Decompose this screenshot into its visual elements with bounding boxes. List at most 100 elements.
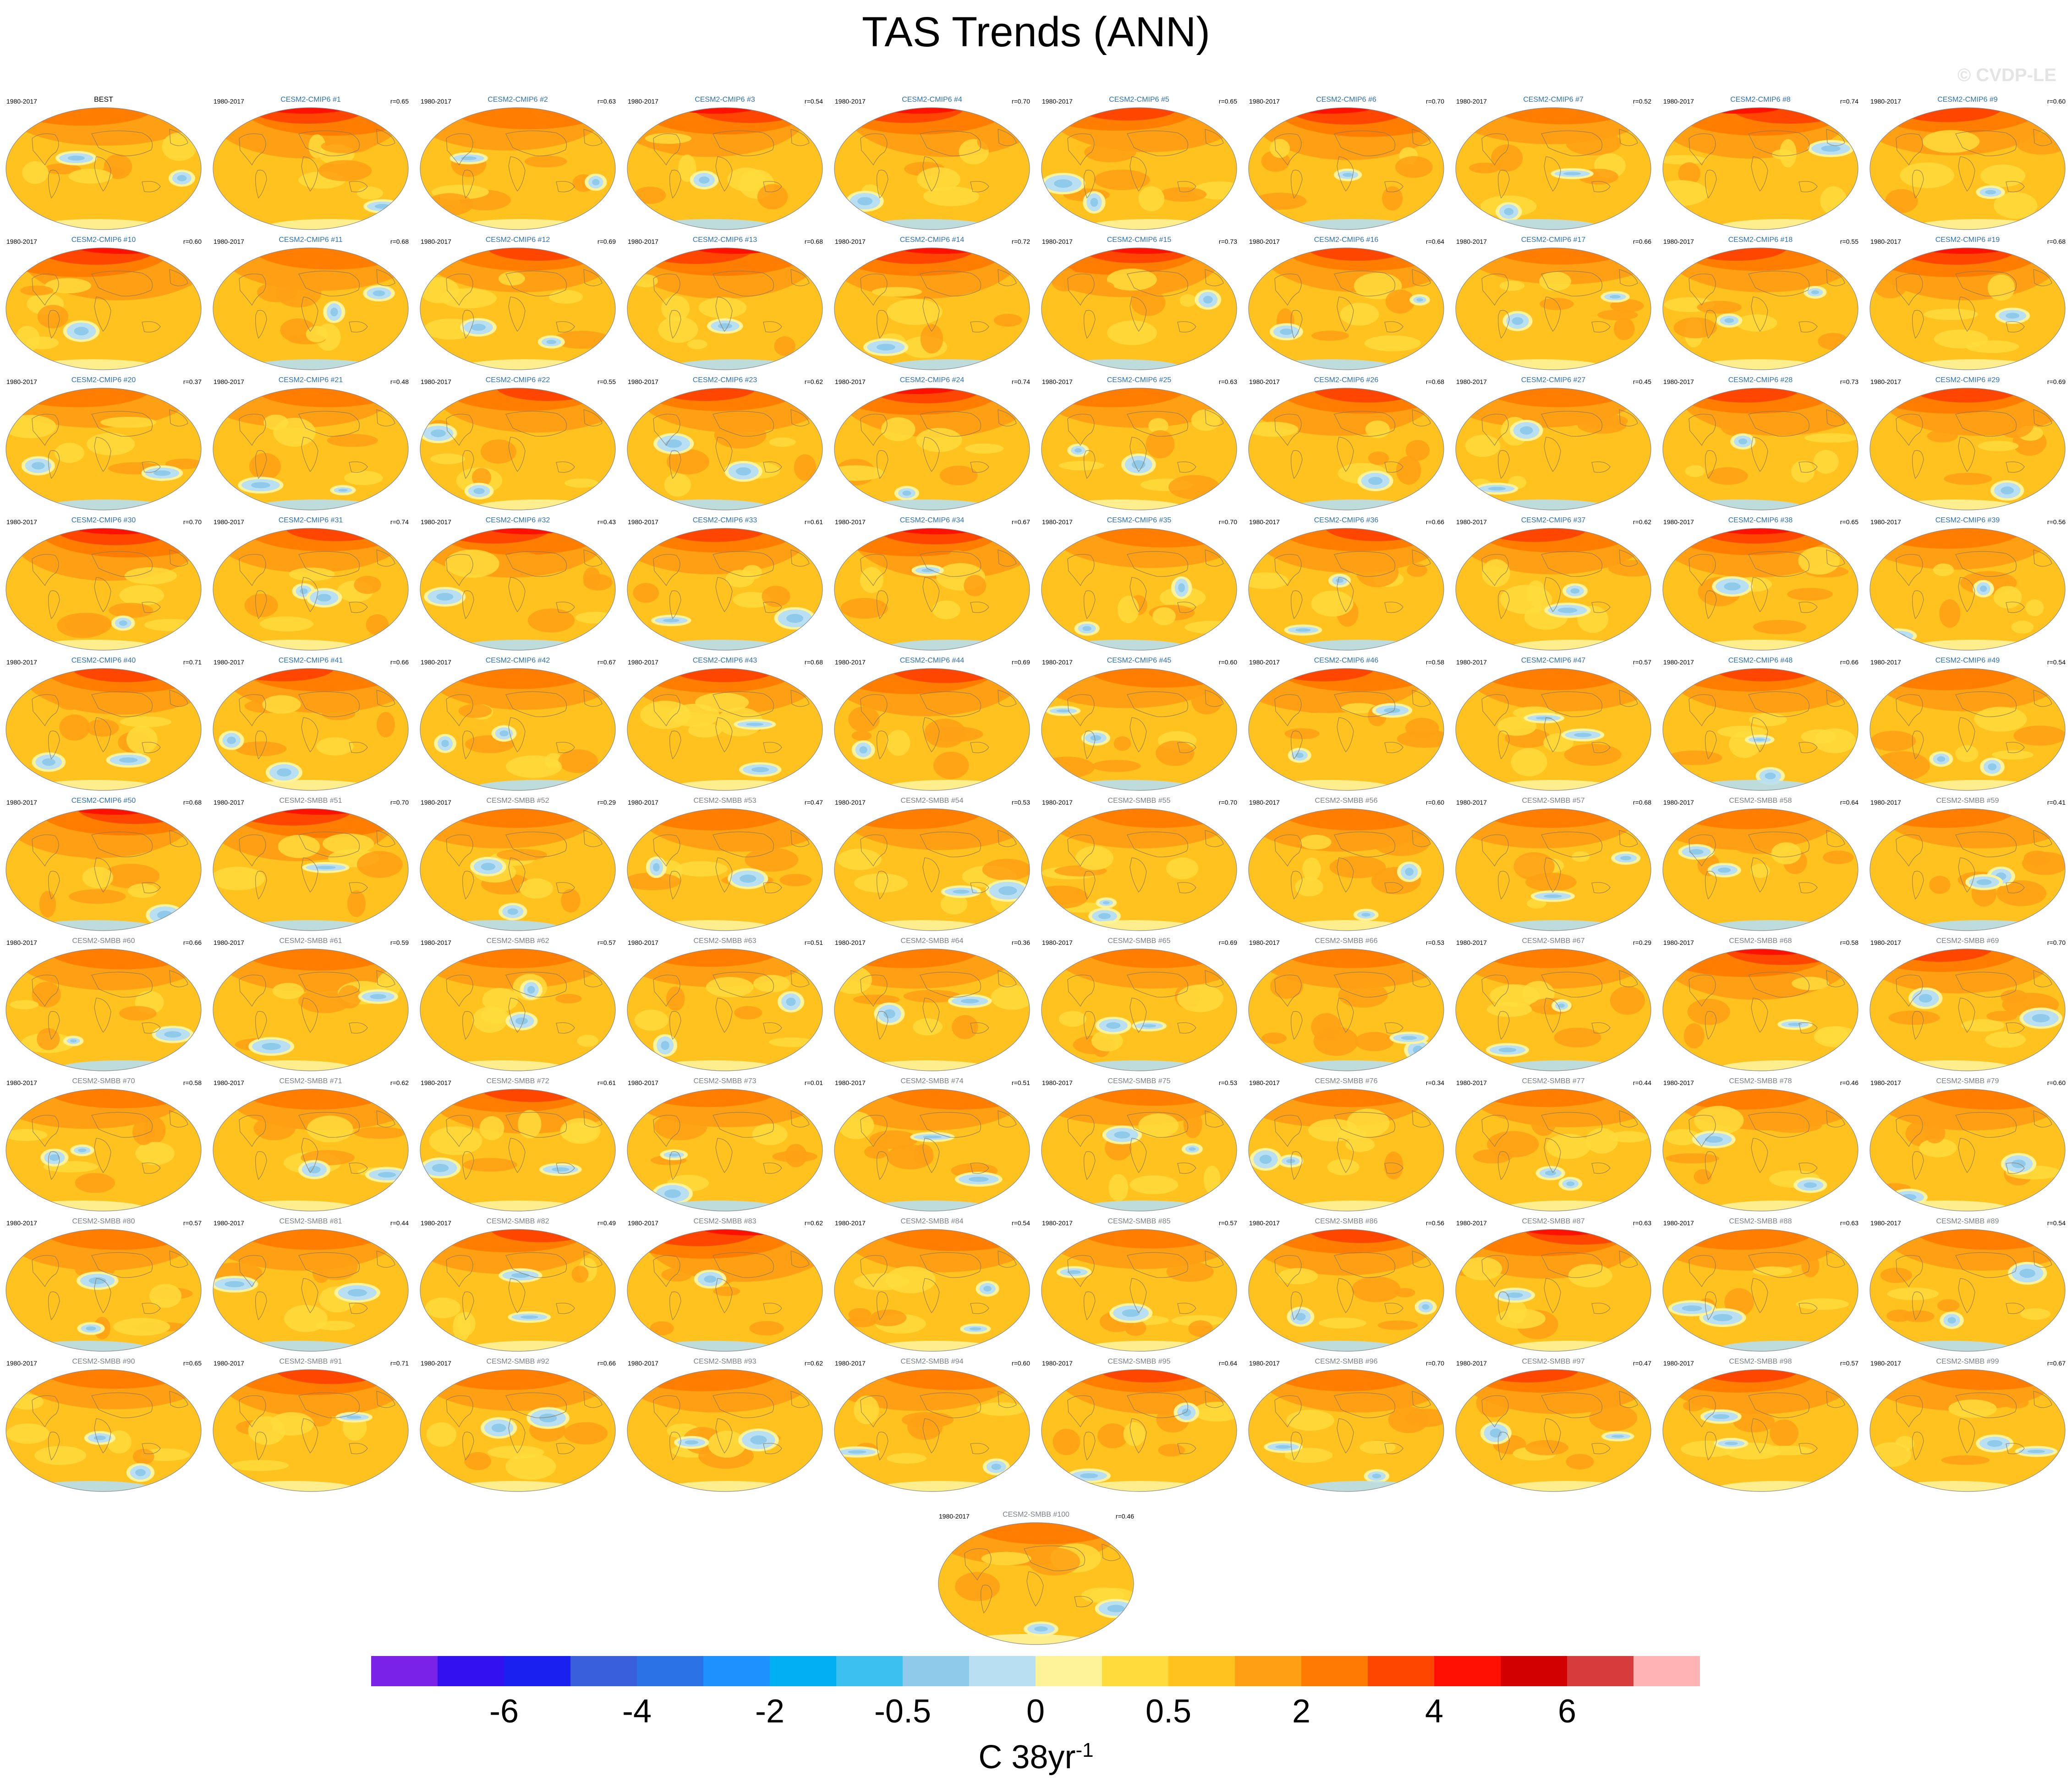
panel-period: 1980-2017 (1042, 1360, 1073, 1367)
panel-title: CESM2-CMIP6 #32 (485, 516, 550, 524)
panel-period: 1980-2017 (421, 939, 451, 946)
panel-correlation: r=0.69 (1218, 939, 1237, 946)
map-panel: 1980-2017 CESM2-CMIP6 #6 r=0.70 (1243, 95, 1450, 233)
panel-correlation: r=0.74 (390, 518, 409, 526)
panel-period: 1980-2017 (835, 378, 866, 385)
map-panel: 1980-2017 CESM2-SMBB #100 r=0.46 (932, 1510, 1140, 1648)
panel-period: 1980-2017 (835, 939, 866, 946)
panel-correlation: r=0.66 (597, 1360, 616, 1367)
panel-title: CESM2-SMBB #69 (1936, 937, 1999, 945)
panel-title: CESM2-CMIP6 #48 (1728, 657, 1793, 664)
panel-title: CESM2-CMIP6 #34 (899, 516, 965, 524)
colorbar-tick-label: 4 (1425, 1693, 1444, 1730)
panel-period: 1980-2017 (628, 658, 658, 666)
colorbar-tick-label: -2 (755, 1693, 785, 1730)
trend-map (627, 1229, 823, 1352)
panel-correlation: r=0.71 (183, 658, 202, 666)
panel-period: 1980-2017 (1249, 939, 1280, 946)
panel-period: 1980-2017 (1042, 98, 1073, 105)
panel-correlation: r=0.36 (1011, 939, 1030, 946)
map-panel: 1980-2017 CESM2-SMBB #95 r=0.64 (1036, 1357, 1243, 1495)
map-panel: 1980-2017 CESM2-SMBB #74 r=0.51 (828, 1077, 1036, 1214)
panel-title: CESM2-CMIP6 #11 (279, 236, 343, 244)
panel-title: CESM2-CMIP6 #26 (1314, 376, 1379, 384)
map-panel: 1980-2017 CESM2-CMIP6 #39 r=0.56 (1864, 516, 2071, 653)
panel-period: 1980-2017 (1870, 1219, 1901, 1227)
panel-correlation: r=0.57 (1633, 658, 1651, 666)
map-panel: 1980-2017 CESM2-SMBB #79 r=0.60 (1864, 1077, 2071, 1214)
trend-map (1455, 528, 1651, 651)
panel-title: CESM2-CMIP6 #38 (1728, 516, 1793, 524)
panel-correlation: r=0.53 (1425, 939, 1444, 946)
trend-map (1455, 107, 1651, 230)
panel-period: 1980-2017 (6, 98, 37, 105)
panel-period: 1980-2017 (1456, 238, 1487, 245)
panel-title: CESM2-CMIP6 #31 (278, 516, 343, 524)
panel-period: 1980-2017 (6, 378, 37, 385)
map-panel: 1980-2017 CESM2-CMIP6 #7 r=0.52 (1450, 95, 1657, 233)
trend-map (1041, 949, 1237, 1071)
trend-map (1041, 1369, 1237, 1492)
panel-correlation: r=0.67 (2047, 1360, 2066, 1367)
panel-correlation: r=0.37 (183, 378, 202, 385)
panel-title: CESM2-SMBB #87 (1522, 1217, 1585, 1225)
map-panel: 1980-2017 CESM2-SMBB #87 r=0.63 (1450, 1217, 1657, 1354)
panel-correlation: r=0.54 (1011, 1219, 1030, 1227)
panel-correlation: r=0.58 (1425, 658, 1444, 666)
panel-correlation: r=0.52 (1633, 98, 1651, 105)
panel-title: CESM2-CMIP6 #29 (1935, 376, 2000, 384)
panel-period: 1980-2017 (214, 518, 244, 526)
trend-map (834, 1229, 1030, 1352)
trend-map (1662, 668, 1858, 791)
trend-map (420, 247, 616, 370)
panel-title: CESM2-SMBB #81 (279, 1217, 342, 1225)
panel-correlation: r=0.69 (2047, 378, 2066, 385)
trend-map (1041, 388, 1237, 510)
trend-map (1248, 668, 1444, 791)
map-panel: 1980-2017 CESM2-CMIP6 #41 r=0.66 (207, 656, 414, 794)
trend-map (1041, 1229, 1237, 1352)
map-panel: 1980-2017 CESM2-SMBB #97 r=0.47 (1450, 1357, 1657, 1495)
trend-map (420, 528, 616, 651)
panel-correlation: r=0.70 (183, 518, 202, 526)
colorbar-tick-label: 0 (1026, 1693, 1045, 1730)
map-panel: 1980-2017 CESM2-CMIP6 #30 r=0.70 (0, 516, 207, 653)
panel-correlation: r=0.57 (1218, 1219, 1237, 1227)
panel-correlation: r=0.63 (597, 98, 616, 105)
panel-title: CESM2-SMBB #100 (1003, 1511, 1069, 1519)
colorbar-unit-exponent: -1 (1075, 1739, 1094, 1761)
panel-correlation: r=0.73 (1218, 238, 1237, 245)
panel-correlation: r=0.64 (1840, 799, 1858, 806)
panel-title: CESM2-CMIP6 #30 (71, 516, 136, 524)
panel-correlation: r=0.74 (1840, 98, 1858, 105)
map-panel: 1980-2017 CESM2-CMIP6 #37 r=0.62 (1450, 516, 1657, 653)
panel-title: CESM2-SMBB #72 (486, 1077, 549, 1085)
panel-correlation: r=0.54 (2047, 1219, 2066, 1227)
panel-correlation: r=0.60 (1218, 658, 1237, 666)
panel-period: 1980-2017 (1249, 1360, 1280, 1367)
panel-period: 1980-2017 (835, 98, 866, 105)
panel-period: 1980-2017 (1249, 658, 1280, 666)
panel-period: 1980-2017 (1456, 518, 1487, 526)
panel-period: 1980-2017 (835, 518, 866, 526)
trend-map (1869, 388, 2066, 510)
map-panel: 1980-2017 CESM2-SMBB #85 r=0.57 (1036, 1217, 1243, 1354)
panel-title: CESM2-SMBB #74 (900, 1077, 964, 1085)
panel-period: 1980-2017 (1456, 1079, 1487, 1086)
panel-period: 1980-2017 (1042, 1219, 1073, 1227)
panel-title: CESM2-CMIP6 #5 (1109, 96, 1169, 104)
colorbar-segment (504, 1656, 571, 1686)
map-panel: 1980-2017 CESM2-CMIP6 #17 r=0.66 (1450, 236, 1657, 373)
map-panel: 1980-2017 CESM2-CMIP6 #28 r=0.73 (1657, 376, 1864, 513)
panel-correlation: r=0.41 (2047, 799, 2066, 806)
trend-map (627, 808, 823, 931)
panel-correlation: r=0.61 (804, 518, 823, 526)
trend-map (1662, 528, 1858, 651)
panel-period: 1980-2017 (1456, 939, 1487, 946)
map-panel: 1980-2017 CESM2-CMIP6 #44 r=0.69 (828, 656, 1036, 794)
colorbar (371, 1656, 1700, 1686)
panel-correlation: r=0.45 (1633, 378, 1651, 385)
panel-period: 1980-2017 (628, 518, 658, 526)
map-panel: 1980-2017 CESM2-SMBB #81 r=0.44 (207, 1217, 414, 1354)
panel-correlation: r=0.51 (804, 939, 823, 946)
